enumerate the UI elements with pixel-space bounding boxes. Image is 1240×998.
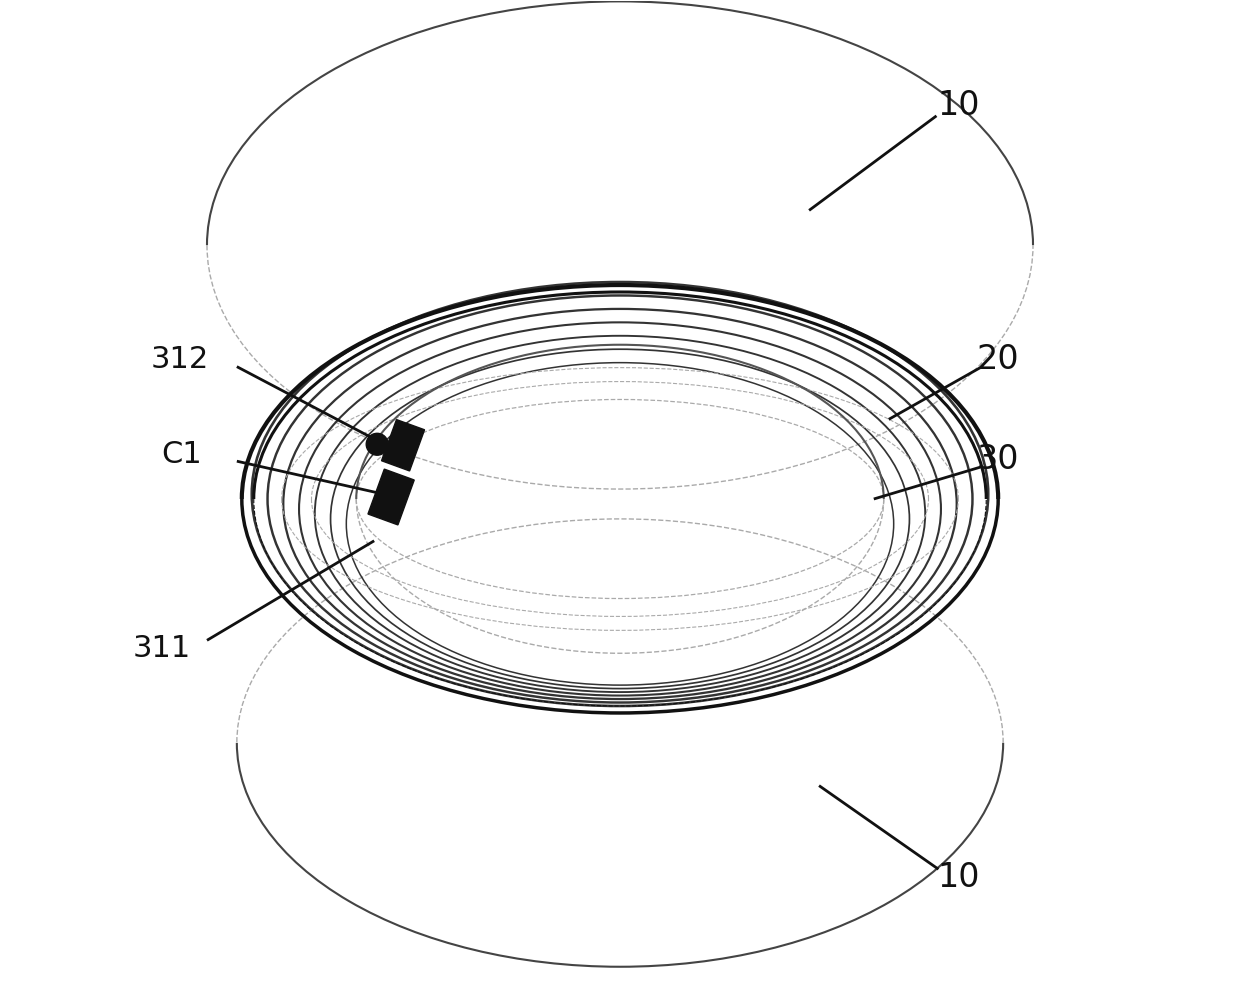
Bar	[382, 419, 424, 471]
Text: 311: 311	[133, 634, 191, 663]
Text: 10: 10	[937, 90, 980, 123]
Text: C1: C1	[161, 440, 202, 469]
Bar	[368, 469, 414, 525]
Text: 10: 10	[937, 860, 980, 893]
Text: 20: 20	[977, 343, 1019, 376]
Text: 312: 312	[151, 345, 210, 374]
Text: 30: 30	[977, 443, 1019, 476]
Circle shape	[366, 433, 388, 455]
